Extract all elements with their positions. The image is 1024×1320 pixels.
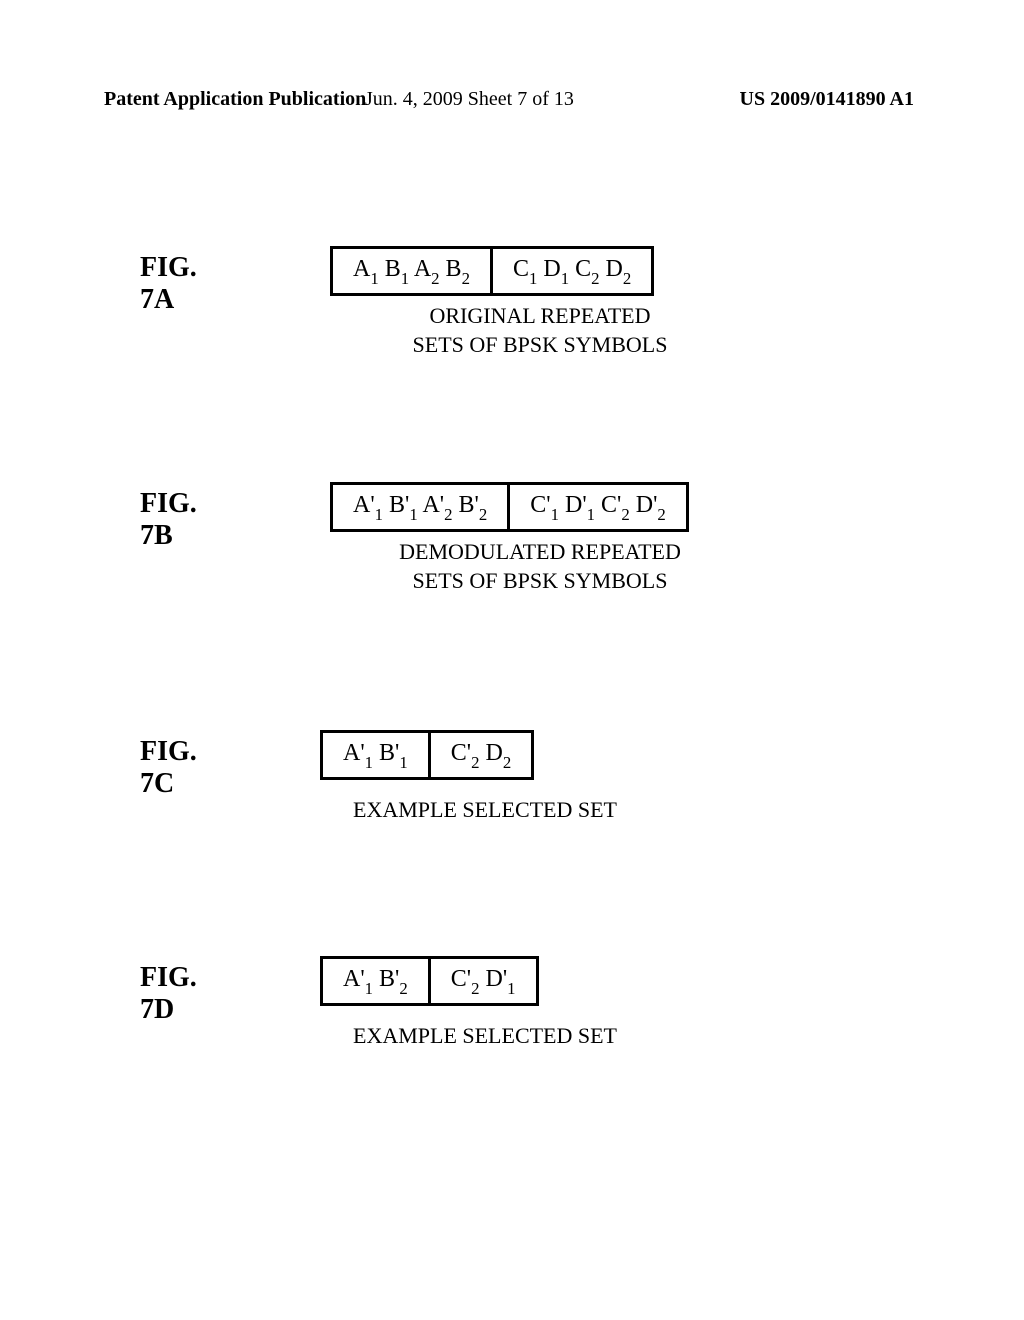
- figure-7b-cell-1-content: A'1 B'1 A'2 B'2: [353, 492, 487, 518]
- figure-7a-cell-2: C1 D1 C2 D2: [493, 246, 654, 296]
- header-center: Jun. 4, 2009 Sheet 7 of 13: [365, 88, 574, 111]
- figure-7c-cell-2-content: C'2 D2: [451, 740, 511, 766]
- header-right: US 2009/0141890 A1: [740, 88, 914, 111]
- figure-7b-caption: DEMODULATED REPEATED SETS OF BPSK SYMBOL…: [330, 538, 750, 595]
- figure-7d-cell-2-content: C'2 D'1: [451, 966, 516, 992]
- figure-label-7d: FIG. 7D: [140, 962, 197, 1026]
- figure-7a-cell-2-content: C1 D1 C2 D2: [513, 256, 631, 282]
- figure-label-7c: FIG. 7C: [140, 736, 197, 800]
- figure-7d-caption-line1: EXAMPLE SELECTED SET: [353, 1023, 617, 1048]
- figure-label-7a: FIG. 7A: [140, 252, 197, 316]
- figure-7c-cell-1: A'1 B'1: [320, 730, 431, 780]
- figure-7d-cell-1-content: A'1 B'2: [343, 966, 408, 992]
- figure-7b-boxes: A'1 B'1 A'2 B'2 C'1 D'1 C'2 D'2: [330, 482, 689, 532]
- figure-7c-cell-2: C'2 D2: [431, 730, 534, 780]
- header-left: Patent Application Publication: [104, 88, 366, 111]
- figure-7c-boxes: A'1 B'1 C'2 D2: [320, 730, 534, 780]
- figure-7a-caption-line1: ORIGINAL REPEATED: [430, 303, 651, 328]
- figure-7c-caption-line1: EXAMPLE SELECTED SET: [353, 797, 617, 822]
- figure-7b-caption-line1: DEMODULATED REPEATED: [399, 539, 681, 564]
- figure-7d-cell-1: A'1 B'2: [320, 956, 431, 1006]
- figure-7d-boxes: A'1 B'2 C'2 D'1: [320, 956, 539, 1006]
- figure-7a-cell-1-content: A1 B1 A2 B2: [353, 256, 470, 282]
- figure-7b-caption-line2: SETS OF BPSK SYMBOLS: [413, 568, 668, 593]
- figure-7c-cell-1-content: A'1 B'1: [343, 740, 408, 766]
- figure-7d-cell-2: C'2 D'1: [431, 956, 539, 1006]
- figure-7b-cell-2: C'1 D'1 C'2 D'2: [510, 482, 689, 532]
- figure-7b-cell-1: A'1 B'1 A'2 B'2: [330, 482, 510, 532]
- figure-7c-caption: EXAMPLE SELECTED SET: [300, 796, 670, 825]
- figure-7a-caption: ORIGINAL REPEATED SETS OF BPSK SYMBOLS: [330, 302, 750, 359]
- figure-7b-cell-2-content: C'1 D'1 C'2 D'2: [530, 492, 666, 518]
- figure-7a-caption-line2: SETS OF BPSK SYMBOLS: [413, 332, 668, 357]
- figure-7d-caption: EXAMPLE SELECTED SET: [300, 1022, 670, 1051]
- figure-label-7b: FIG. 7B: [140, 488, 197, 552]
- figure-7a-boxes: A1 B1 A2 B2 C1 D1 C2 D2: [330, 246, 654, 296]
- figure-7a-cell-1: A1 B1 A2 B2: [330, 246, 493, 296]
